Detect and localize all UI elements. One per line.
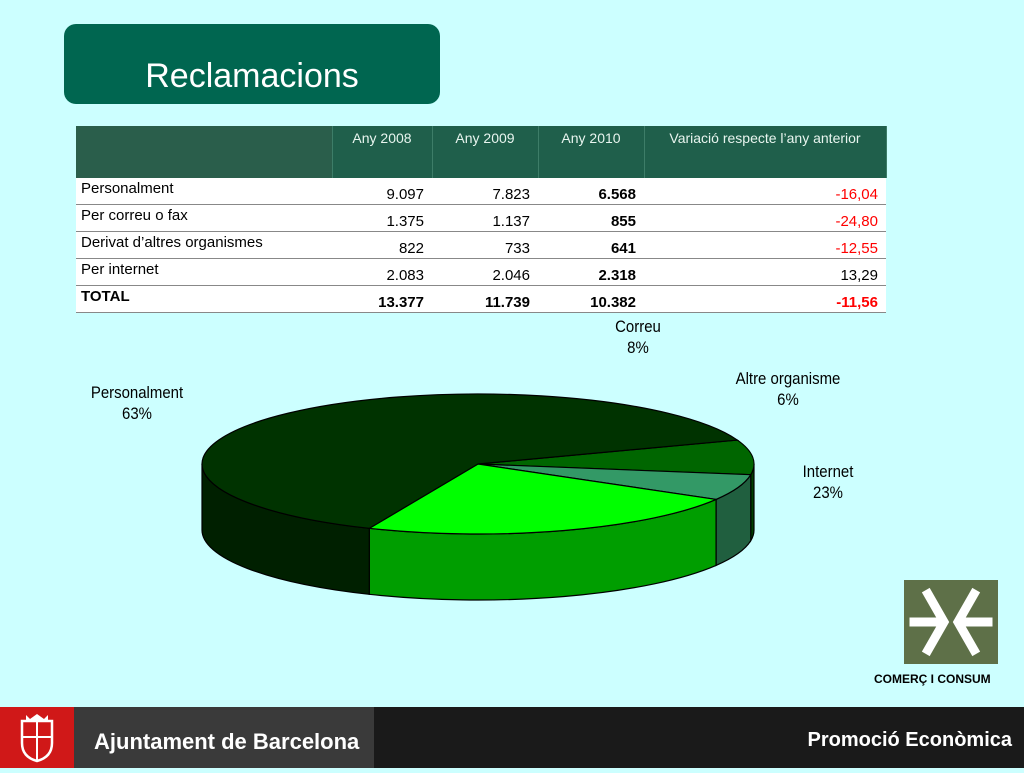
pie-label-name: Altre organisme	[735, 369, 841, 388]
cell-2010: 641	[538, 231, 644, 259]
cell-2009: 2.046	[432, 258, 538, 286]
footer-city-block	[74, 707, 374, 768]
cell-variation: -12,55	[644, 231, 886, 259]
row-label: Per internet	[76, 258, 332, 286]
pie-slice-internet	[367, 463, 719, 535]
footer-bar: Ajuntament de Barcelona Promoció Econòmi…	[0, 707, 1024, 768]
header-2009: Any 2009	[432, 126, 539, 150]
table-corner	[76, 126, 333, 178]
complaints-table: Any 2008 Any 2009 Any 2010 Variació resp…	[76, 126, 887, 313]
header-2010: Any 2010	[538, 126, 645, 150]
row-label: Per correu o fax	[76, 204, 332, 232]
pie-label-value: 23%	[813, 483, 843, 502]
pie-label-personalment: Personalment 63%	[80, 382, 194, 424]
header-spacer	[538, 150, 645, 178]
pie-label-name: Correu	[615, 317, 661, 336]
cell-2010: 2.318	[538, 258, 644, 286]
cell-2009: 733	[432, 231, 538, 259]
table-row: Per internet 2.083 2.046 2.318 13,29	[76, 258, 886, 286]
barcelona-shield-icon	[0, 707, 74, 768]
total-2008: 13.377	[332, 285, 432, 313]
cell-variation: -16,04	[644, 178, 886, 205]
table-row: Personalment 9.097 7.823 6.568 -16,04	[76, 178, 886, 205]
table-total-row: TOTAL 13.377 11.739 10.382 -11,56	[76, 285, 886, 313]
pie-label-value: 8%	[627, 338, 649, 357]
cell-2008: 822	[332, 231, 432, 259]
cell-2009: 7.823	[432, 178, 538, 205]
footer-city-name: Ajuntament de Barcelona	[94, 729, 360, 754]
comerc-i-consum-logo-icon	[904, 580, 998, 664]
cell-2009: 1.137	[432, 204, 538, 232]
pie-label-altre-organisme: Altre organisme 6%	[718, 368, 859, 410]
total-variation: -11,56	[644, 285, 886, 313]
cell-2010: 855	[538, 204, 644, 232]
cell-2008: 2.083	[332, 258, 432, 286]
header-variation: Variació respecte l’any anterior	[644, 126, 887, 178]
total-2010: 10.382	[538, 285, 644, 313]
title-box: Reclamacions	[64, 24, 440, 104]
page-title: Reclamacions	[145, 57, 359, 95]
pie-label-internet: Internet 23%	[784, 461, 872, 503]
cell-2010: 6.568	[538, 178, 644, 205]
total-label: TOTAL	[76, 285, 332, 313]
pie-label-name: Personalment	[90, 383, 184, 402]
header-spacer	[432, 150, 539, 178]
cell-variation: -24,80	[644, 204, 886, 232]
footer-department: Promoció Econòmica	[807, 729, 1013, 751]
comerc-i-consum-caption: COMERÇ I CONSUM	[874, 672, 991, 686]
header-spacer	[332, 150, 433, 178]
row-label: Derivat d’altres organismes	[76, 231, 332, 259]
row-label: Personalment	[76, 178, 332, 205]
total-2009: 11.739	[432, 285, 538, 313]
pie-chart	[201, 393, 755, 601]
table-header-row: Any 2008 Any 2009 Any 2010 Variació resp…	[76, 126, 887, 178]
table-row: Derivat d’altres organismes 822 733 641 …	[76, 231, 886, 259]
pie-slice-correu	[477, 439, 755, 476]
cell-2008: 1.375	[332, 204, 432, 232]
cell-variation: 13,29	[644, 258, 886, 286]
header-2008: Any 2008	[332, 126, 433, 150]
pie-label-name: Internet	[802, 462, 854, 481]
table-row: Per correu o fax 1.375 1.137 855 -24,80	[76, 204, 886, 232]
pie-label-value: 63%	[122, 404, 152, 423]
pie-slice-personalment	[201, 393, 740, 529]
cell-2008: 9.097	[332, 178, 432, 205]
pie-label-correu: Correu 8%	[585, 316, 691, 358]
pie-label-value: 6%	[777, 390, 799, 409]
